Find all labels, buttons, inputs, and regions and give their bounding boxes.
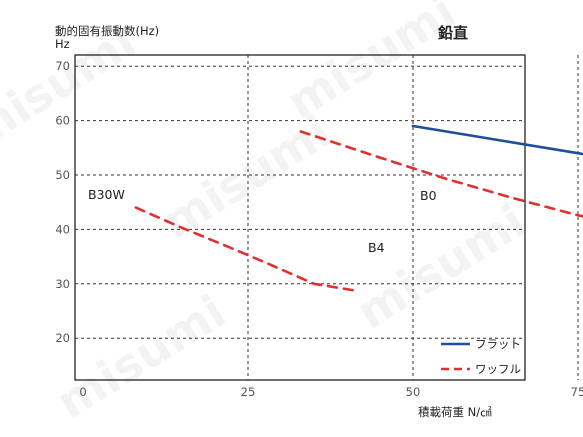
watermark-text: misumi: [347, 194, 535, 339]
x-tick-label: 75: [571, 385, 583, 399]
y-axis-title: 動的固有振動数(Hz): [55, 24, 159, 38]
watermark-layer: misumimisumimisumimisumimisumi: [0, 0, 535, 429]
y-tick-label: 40: [55, 222, 70, 236]
series-label-b30w: B30W: [88, 187, 125, 202]
x-axis-title: 積載荷重 N/㎠: [418, 405, 492, 419]
chart-title: 鉛直: [438, 24, 468, 42]
grid: [74, 54, 579, 381]
legend-label-waffle: ワッフル: [475, 362, 521, 376]
y-tick-label: 60: [55, 114, 70, 128]
x-tick-label: 50: [406, 385, 421, 399]
series-line-b30w: [134, 206, 355, 292]
y-tick-label: 70: [55, 59, 70, 73]
series-line-b0: [411, 124, 583, 156]
series-label-b4: B4: [368, 240, 385, 255]
y-tick-label: 30: [55, 277, 70, 291]
watermark-text: misumi: [277, 0, 465, 129]
legend-label-flat: フラット: [475, 337, 521, 351]
y-axis-unit: Hz: [55, 37, 70, 51]
y-tick-label: 50: [55, 168, 70, 182]
ticks: 0255075100125203040506070: [55, 59, 583, 399]
x-tick-label: 25: [241, 385, 256, 399]
series: B0 B4 B30W: [88, 124, 583, 292]
series-label-b0: B0: [420, 188, 437, 203]
series-line-b4: [299, 130, 583, 218]
plot-frame: [74, 54, 526, 381]
legend: フラット ワッフル: [441, 337, 521, 376]
y-tick-label: 20: [55, 331, 70, 345]
x-tick-label: 0: [79, 385, 86, 399]
